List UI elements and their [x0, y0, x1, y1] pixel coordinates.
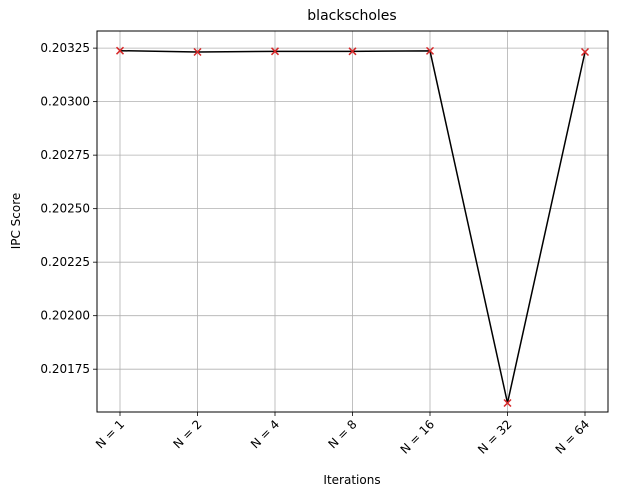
- series: [115, 46, 590, 408]
- data-point-marker: [503, 398, 512, 408]
- y-tick-label: 0.20275: [40, 148, 90, 162]
- y-tick-label: 0.20200: [40, 309, 90, 323]
- y-axis-ticks: 0.20175 0.20200 0.20225 0.20250 0.20275 0.203…: [40, 41, 97, 376]
- y-tick-label: 0.20225: [40, 255, 90, 269]
- grid: [97, 31, 608, 412]
- chart-title: blackscholes: [307, 8, 396, 24]
- plot-frame: [96, 30, 609, 413]
- data-point-marker: [193, 47, 202, 57]
- data-point-marker: [580, 47, 590, 57]
- data-point-marker: [425, 46, 435, 55]
- y-tick-label: 0.20250: [40, 202, 90, 216]
- x-axis-label: Iterations: [323, 473, 380, 487]
- y-tick-label: 0.20325: [40, 41, 90, 55]
- y-tick-label: 0.20300: [40, 95, 90, 109]
- data-point-marker: [115, 46, 125, 55]
- y-tick-label: 0.20175: [40, 362, 90, 376]
- data-point-marker: [270, 47, 280, 56]
- data-point-marker: [348, 47, 357, 56]
- y-axis-label: IPC Score: [9, 193, 23, 250]
